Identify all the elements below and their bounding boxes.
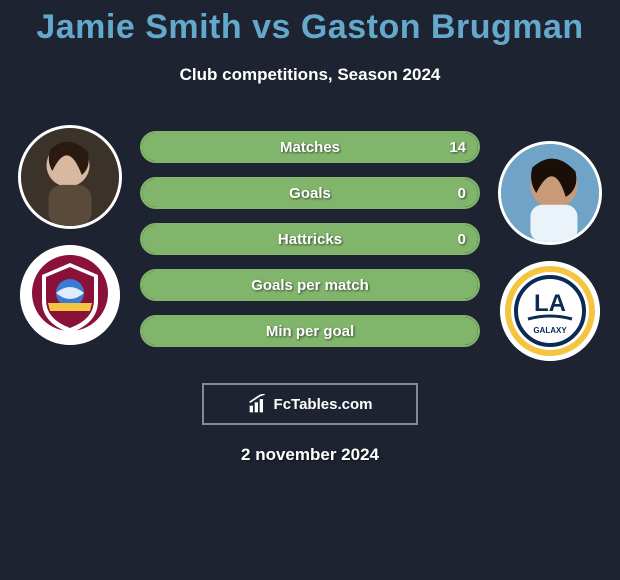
svg-text:GALAXY: GALAXY: [533, 326, 567, 335]
subtitle: Club competitions, Season 2024: [0, 65, 620, 85]
person-icon: [501, 144, 599, 242]
right-column: LA GALAXY: [490, 125, 610, 361]
date-label: 2 november 2024: [0, 445, 620, 465]
la-galaxy-icon: LA GALAXY: [500, 261, 600, 361]
brand-box[interactable]: FcTables.com: [202, 383, 418, 425]
stat-bar-matches: Matches 14: [140, 131, 480, 163]
stat-label: Min per goal: [142, 323, 478, 340]
page-title: Jamie Smith vs Gaston Brugman: [0, 8, 620, 47]
stat-value: 0: [458, 231, 466, 248]
comparison-card: Jamie Smith vs Gaston Brugman Club compe…: [0, 0, 620, 465]
left-club-logo: [20, 245, 120, 345]
stat-label: Hattricks: [142, 231, 478, 248]
stats-column: Matches 14 Goals 0 Hattricks 0 Goals per…: [140, 131, 480, 347]
right-club-logo: LA GALAXY: [500, 261, 600, 361]
stat-value: 14: [449, 139, 466, 156]
stat-bar-min-per-goal: Min per goal: [140, 315, 480, 347]
main-row: Matches 14 Goals 0 Hattricks 0 Goals per…: [0, 125, 620, 361]
shield-icon: [20, 245, 120, 345]
stat-label: Goals per match: [142, 277, 478, 294]
bar-chart-icon: [248, 394, 268, 414]
stat-bar-hattricks: Hattricks 0: [140, 223, 480, 255]
brand-label: FcTables.com: [274, 396, 373, 413]
stat-bar-goals: Goals 0: [140, 177, 480, 209]
stat-bar-goals-per-match: Goals per match: [140, 269, 480, 301]
svg-text:LA: LA: [534, 290, 566, 317]
right-player-avatar: [498, 141, 602, 245]
stat-label: Matches: [142, 139, 478, 156]
person-icon: [21, 128, 119, 226]
stat-value: 0: [458, 185, 466, 202]
left-player-avatar: [18, 125, 122, 229]
left-column: [10, 125, 130, 345]
stat-label: Goals: [142, 185, 478, 202]
